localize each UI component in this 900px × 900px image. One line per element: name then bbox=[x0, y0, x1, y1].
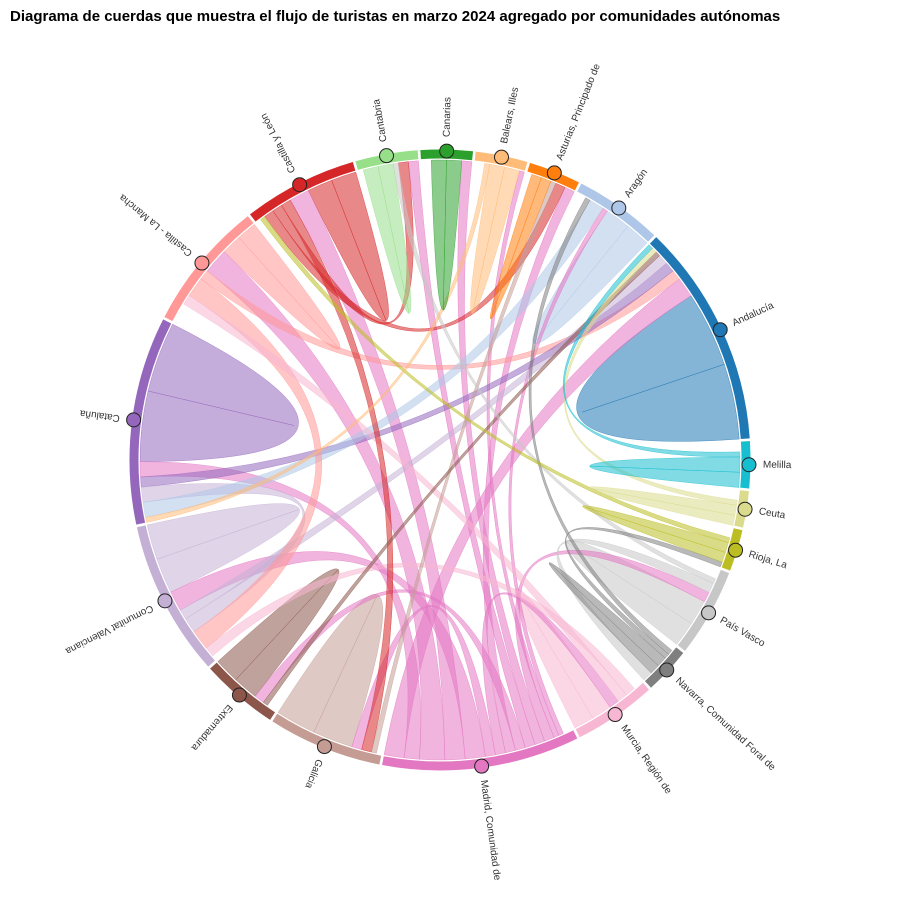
chord bbox=[565, 527, 723, 659]
chord bbox=[490, 174, 552, 320]
node-label: País Vasco bbox=[718, 615, 767, 649]
chord bbox=[457, 160, 545, 745]
node-marker bbox=[157, 593, 173, 609]
chord bbox=[470, 163, 520, 314]
node-label: Navarra, Comunidad Foral de bbox=[673, 676, 777, 774]
chord bbox=[508, 207, 608, 736]
chord bbox=[254, 589, 526, 751]
node-marker bbox=[737, 501, 753, 517]
node-marker bbox=[659, 662, 675, 678]
chord bbox=[589, 456, 741, 488]
node-marker bbox=[611, 200, 627, 216]
chord bbox=[307, 171, 389, 322]
node-marker bbox=[741, 457, 757, 473]
node-marker bbox=[439, 143, 455, 159]
chord bbox=[139, 323, 299, 462]
node-label: Melilla bbox=[763, 460, 792, 471]
node-label: Murcia, Región de bbox=[618, 723, 673, 796]
chord bbox=[217, 568, 340, 697]
node-label: Andalucía bbox=[731, 300, 776, 329]
node-label: Cantabria bbox=[371, 98, 389, 143]
chord bbox=[576, 295, 740, 442]
node-marker bbox=[231, 687, 247, 703]
node-label: Ceuta bbox=[758, 506, 787, 521]
node-label: Aragón bbox=[623, 167, 651, 200]
node-label: Cataluña bbox=[79, 407, 121, 423]
node-marker bbox=[292, 177, 308, 193]
node-label: Balears, Illes bbox=[499, 86, 521, 144]
node-marker bbox=[379, 148, 395, 164]
chord bbox=[563, 247, 738, 506]
node-label: Extremadura bbox=[189, 702, 235, 753]
chord bbox=[587, 486, 737, 526]
chord bbox=[206, 251, 446, 761]
chord bbox=[262, 251, 660, 706]
chord bbox=[260, 216, 731, 543]
node-marker bbox=[546, 165, 562, 181]
chord bbox=[582, 505, 729, 563]
chord bbox=[430, 159, 463, 311]
chord bbox=[142, 199, 604, 518]
node-marker bbox=[728, 542, 744, 558]
node-label: Rioja, La bbox=[747, 549, 788, 571]
node-marker bbox=[493, 149, 509, 165]
node-label: Canarias bbox=[442, 97, 454, 137]
node-label: Asturias, Principado de bbox=[555, 62, 603, 162]
node-label: Castilla - La Mancha bbox=[117, 191, 195, 258]
node-marker bbox=[701, 605, 717, 621]
chords bbox=[139, 159, 741, 761]
chord bbox=[145, 163, 490, 523]
node-label: Comunitat Valenciana bbox=[63, 602, 155, 656]
node-marker bbox=[316, 739, 332, 755]
chord bbox=[556, 538, 714, 681]
node-label: Castilla y León bbox=[259, 111, 299, 174]
node-marker bbox=[194, 255, 210, 271]
chord bbox=[486, 170, 560, 738]
chord bbox=[371, 180, 557, 754]
chord bbox=[562, 244, 741, 458]
chord bbox=[264, 182, 566, 332]
chord bbox=[362, 163, 412, 314]
node-marker bbox=[607, 707, 623, 723]
node-label: Galicia bbox=[302, 757, 324, 790]
chord bbox=[205, 562, 635, 696]
node-marker bbox=[712, 322, 728, 338]
node-marker bbox=[126, 412, 142, 428]
chord bbox=[223, 223, 341, 350]
chord bbox=[548, 562, 666, 674]
chord bbox=[146, 503, 300, 593]
chord bbox=[407, 160, 536, 748]
node-marker bbox=[474, 758, 490, 774]
node-label: Madrid, Comunidad de bbox=[478, 779, 503, 881]
chord bbox=[528, 197, 673, 655]
chart-title: Diagrama de cuerdas que muestra el flujo… bbox=[10, 8, 780, 25]
